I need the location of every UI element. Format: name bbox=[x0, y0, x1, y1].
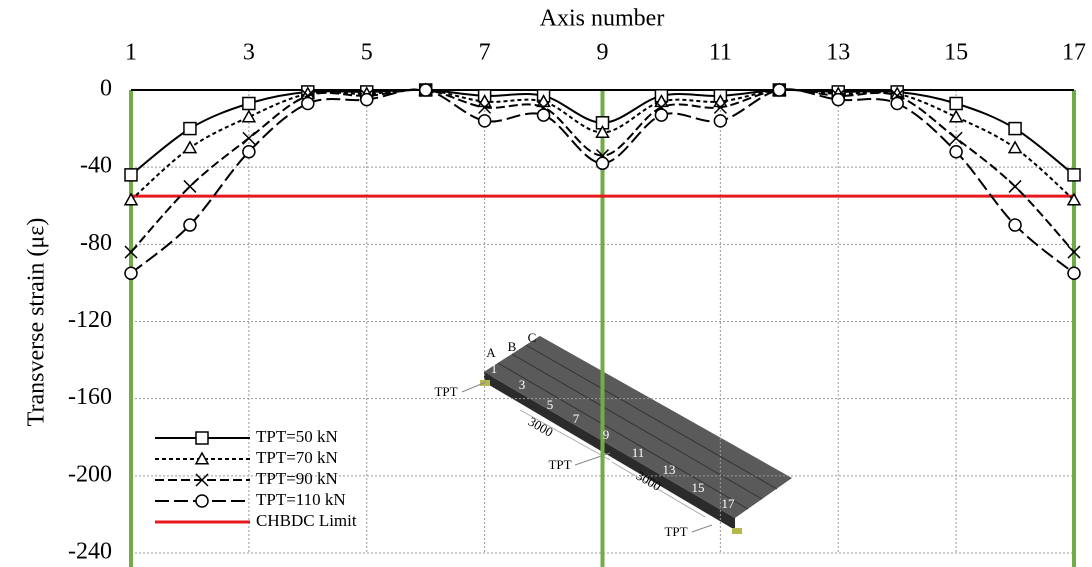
y-tick-label: -120 bbox=[68, 307, 112, 333]
data-point bbox=[361, 94, 373, 106]
data-point bbox=[1009, 142, 1021, 153]
inset-label: 5 bbox=[547, 397, 554, 412]
data-point bbox=[125, 169, 137, 181]
data-point bbox=[184, 219, 196, 231]
data-point bbox=[302, 98, 314, 110]
data-point bbox=[243, 98, 255, 110]
y-tick-label: -80 bbox=[80, 230, 112, 256]
legend-label: TPT=110 kN bbox=[256, 490, 346, 509]
pointer bbox=[462, 382, 486, 392]
data-point bbox=[1068, 267, 1080, 279]
y-tick-label: 0 bbox=[100, 76, 112, 102]
inset-label: 11 bbox=[632, 445, 645, 460]
pointer bbox=[692, 525, 712, 532]
x-tick-label: 13 bbox=[826, 40, 850, 66]
inset-label: 13 bbox=[663, 462, 676, 477]
x-tick-label: 17 bbox=[1062, 40, 1086, 66]
data-point bbox=[950, 111, 962, 122]
inset-figure bbox=[462, 336, 792, 534]
data-point bbox=[184, 180, 196, 192]
data-point bbox=[184, 142, 196, 153]
data-point bbox=[479, 115, 491, 127]
x-tick-label: 7 bbox=[479, 40, 491, 66]
data-point bbox=[1068, 169, 1080, 181]
inset-label: 1 bbox=[491, 361, 498, 376]
x-tick-label: 9 bbox=[597, 40, 609, 66]
y-tick-label: -160 bbox=[68, 384, 112, 410]
inset-label: 17 bbox=[722, 496, 736, 511]
x-tick-label: 11 bbox=[709, 40, 732, 66]
data-point bbox=[950, 98, 962, 110]
legend-marker bbox=[196, 432, 208, 444]
x-tick-label: 1 bbox=[125, 40, 137, 66]
support bbox=[732, 528, 742, 534]
data-point bbox=[538, 109, 550, 121]
data-point bbox=[714, 115, 726, 127]
y-axis-label: Transverse strain (με) bbox=[24, 218, 50, 427]
data-point bbox=[243, 146, 255, 158]
data-point bbox=[243, 111, 255, 122]
x-tick-label: 15 bbox=[944, 40, 968, 66]
inset-label: TPT bbox=[548, 457, 571, 472]
data-point bbox=[950, 146, 962, 158]
x-axis-label: Axis number bbox=[540, 6, 665, 32]
data-point bbox=[1009, 219, 1021, 231]
x-tick-label: 3 bbox=[243, 40, 255, 66]
data-point bbox=[832, 94, 844, 106]
inset-label: TPT bbox=[664, 524, 687, 539]
inset-label: C bbox=[528, 330, 537, 345]
data-point bbox=[655, 109, 667, 121]
data-point bbox=[125, 267, 137, 279]
data-point bbox=[773, 84, 785, 96]
data-point bbox=[420, 84, 432, 96]
data-point bbox=[1009, 180, 1021, 192]
inset-label: 3 bbox=[519, 377, 526, 392]
legend-label: TPT=50 kN bbox=[256, 427, 338, 446]
y-tick-label: -40 bbox=[80, 153, 112, 179]
inset-label: 7 bbox=[573, 411, 580, 426]
y-tick-label: -240 bbox=[68, 539, 112, 565]
inset-label: TPT bbox=[434, 384, 457, 399]
legend-label: TPT=70 kN bbox=[256, 448, 338, 467]
data-point bbox=[184, 123, 196, 135]
chart: Axis number Transverse strain (με) 0 -40 -… bbox=[0, 0, 1092, 567]
inset-label: A bbox=[486, 345, 496, 360]
pointer bbox=[575, 453, 610, 465]
page: Axis number Transverse strain (με) 0 -40 -… bbox=[0, 0, 1092, 567]
data-point bbox=[1009, 123, 1021, 135]
data-point bbox=[891, 98, 903, 110]
data-point bbox=[597, 157, 609, 169]
legend-label: TPT=90 kN bbox=[256, 469, 338, 488]
inset-label: 15 bbox=[692, 480, 705, 495]
legend-marker bbox=[196, 495, 208, 507]
inset-label: B bbox=[508, 339, 517, 354]
x-tick-label: 5 bbox=[361, 40, 373, 66]
inset-label: 9 bbox=[603, 427, 610, 442]
legend-label: CHBDC Limit bbox=[256, 511, 357, 530]
y-tick-label: -200 bbox=[68, 461, 112, 487]
